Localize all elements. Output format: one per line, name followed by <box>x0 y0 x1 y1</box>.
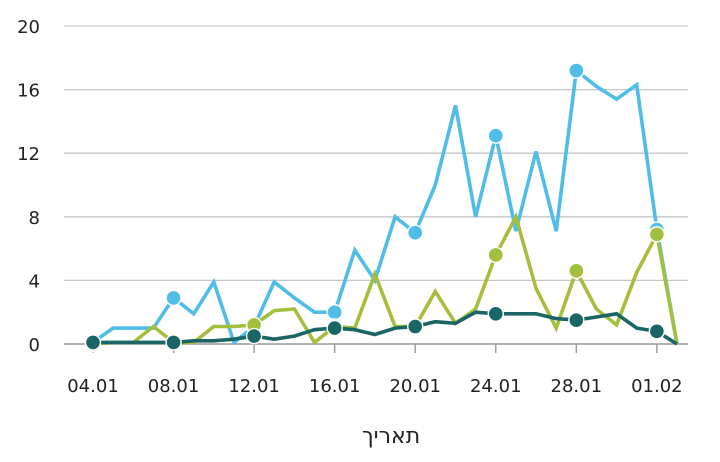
y-tick-label: 12 <box>17 144 40 165</box>
data-point <box>165 334 182 351</box>
data-point <box>568 311 585 329</box>
data-point <box>648 226 666 243</box>
data-point <box>245 327 263 345</box>
x-axis-ticks: 04.01 08.01 12.01 16.01 20.01 24.01 28.01 01.02 <box>67 344 683 397</box>
data-point <box>648 323 666 340</box>
x-tick-label: 01.02 <box>631 376 683 397</box>
x-tick-label: 20.01 <box>389 376 441 397</box>
data-point <box>326 304 343 321</box>
data-point <box>165 289 182 307</box>
data-point <box>487 246 504 264</box>
y-tick-label: 0 <box>29 335 40 356</box>
data-point <box>487 305 504 322</box>
gridlines <box>64 25 688 345</box>
x-tick-label: 24.01 <box>470 376 522 397</box>
x-tick-label: 08.01 <box>148 376 200 397</box>
series-layer <box>84 62 679 353</box>
data-point <box>407 318 424 335</box>
x-axis-title: תאריך <box>362 424 420 449</box>
data-point <box>487 127 504 144</box>
y-tick-label: 20 <box>17 17 40 38</box>
series-1 <box>84 62 679 351</box>
x-tick-label: 12.01 <box>228 376 280 397</box>
x-tick-label: 04.01 <box>67 376 119 397</box>
data-point <box>326 319 343 337</box>
data-point <box>84 334 102 351</box>
data-point <box>407 224 424 241</box>
data-point <box>568 262 585 280</box>
y-tick-label: 4 <box>29 271 40 292</box>
x-tick-label: 16.01 <box>309 376 361 397</box>
y-tick-label: 8 <box>29 208 40 229</box>
y-axis-ticks: 0 4 8 12 16 20 <box>17 17 40 356</box>
data-point <box>568 62 585 79</box>
y-tick-label: 16 <box>17 81 40 102</box>
x-tick-label: 28.01 <box>551 376 603 397</box>
series-3 <box>84 305 678 351</box>
